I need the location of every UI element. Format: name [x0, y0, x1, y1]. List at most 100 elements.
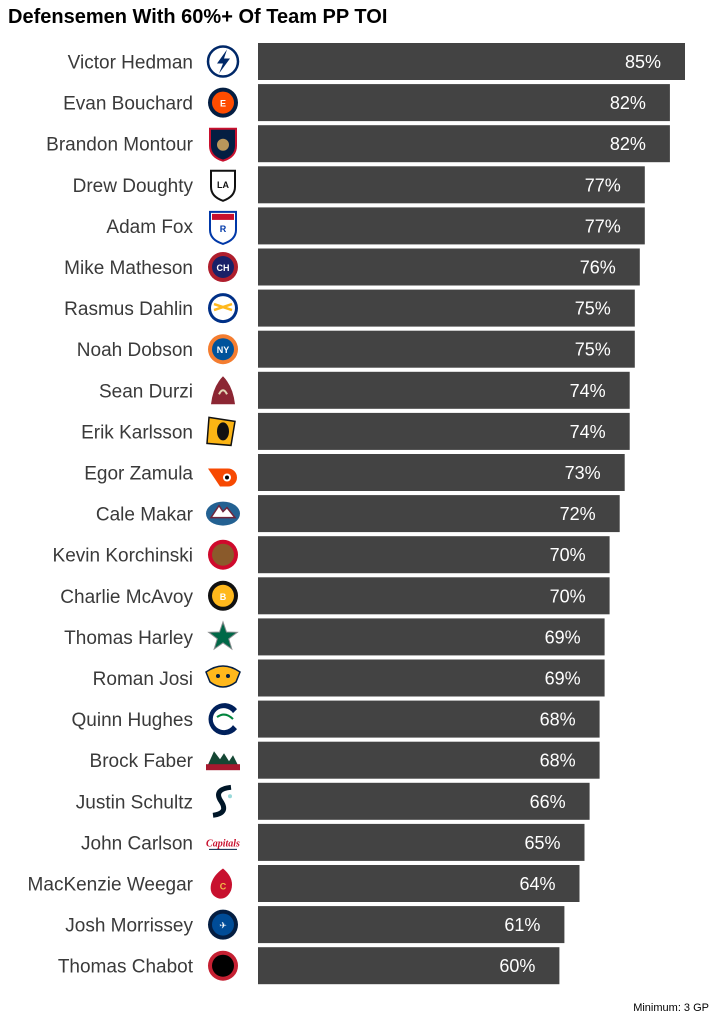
coyotes-logo-icon [211, 376, 235, 405]
bar [258, 782, 590, 820]
stars-logo-icon [207, 620, 239, 651]
player-name-label: Noah Dobson [77, 340, 193, 361]
bar [258, 700, 600, 738]
player-name-label: Mike Matheson [64, 258, 193, 279]
bar [258, 906, 565, 944]
player-name-label: Rasmus Dahlin [64, 299, 193, 320]
player-name-label: Kevin Korchinski [53, 546, 193, 567]
bar [258, 495, 620, 533]
bar-value-label: 82% [610, 134, 646, 154]
bar [258, 618, 605, 656]
bar [258, 248, 640, 286]
bar-value-label: 75% [575, 340, 611, 360]
bar-chart: Victor Hedman 85% Evan Bouchard E 82% Brandon… [28, 43, 685, 985]
kings-logo-icon: LA [210, 169, 236, 202]
bar [258, 289, 635, 327]
canucks-logo-icon [208, 703, 237, 736]
islanders-logo-icon: NY [208, 334, 238, 365]
blackhawks-logo-icon [208, 539, 238, 570]
flames-logo-icon: C [210, 868, 232, 899]
kraken-logo-icon [212, 784, 232, 818]
player-name-label: Roman Josi [93, 669, 193, 690]
oilers-logo-icon: E [208, 87, 238, 118]
bar [258, 823, 585, 861]
player-name-label: Thomas Chabot [58, 957, 194, 978]
bar [258, 577, 610, 615]
player-name-label: Sean Durzi [99, 381, 193, 402]
svg-text:E: E [220, 99, 226, 109]
player-name-label: John Carlson [81, 833, 193, 854]
bar [258, 865, 580, 902]
bar-value-label: 74% [570, 422, 606, 442]
player-name-label: Evan Bouchard [63, 94, 193, 115]
svg-text:✈: ✈ [219, 921, 227, 931]
player-name-label: Brock Faber [90, 751, 194, 772]
player-name-label: Justin Schultz [76, 792, 193, 813]
bar-value-label: 73% [565, 463, 601, 483]
player-name-label: Erik Karlsson [81, 422, 193, 443]
svg-text:R: R [220, 224, 227, 234]
bar [258, 454, 625, 491]
player-name-label: Drew Doughty [73, 176, 194, 197]
bar-value-label: 70% [550, 545, 586, 565]
bar-value-label: 68% [540, 710, 576, 730]
svg-text:B: B [220, 592, 227, 602]
bruins-logo-icon: B [208, 580, 238, 611]
player-name-label: Thomas Harley [64, 628, 193, 649]
bar-value-label: 69% [545, 669, 581, 689]
bar-value-label: 85% [625, 52, 661, 72]
player-name-label: Charlie McAvoy [60, 587, 193, 608]
flyers-logo-icon [208, 468, 237, 487]
canadiens-logo-icon: CH [208, 252, 238, 282]
player-name-label: Josh Morrissey [65, 916, 193, 937]
bar-value-label: 74% [570, 381, 606, 401]
bar [258, 371, 630, 409]
player-name-label: Cale Makar [96, 505, 194, 526]
footnote: Minimum: 3 GP [633, 1002, 709, 1014]
senators-logo-icon [208, 950, 238, 981]
bar-value-label: 65% [524, 833, 560, 853]
bar [258, 412, 630, 450]
bar-value-label: 77% [585, 216, 621, 236]
svg-text:LA: LA [217, 180, 229, 190]
player-name-label: Adam Fox [106, 217, 193, 238]
bar-value-label: 70% [550, 586, 586, 606]
sabres-logo-icon [208, 293, 238, 324]
svg-text:C: C [220, 882, 227, 892]
player-name-label: Victor Hedman [68, 53, 193, 74]
player-name-label: Quinn Hughes [72, 710, 193, 731]
chart-title: Defensemen With 60%+ Of Team PP TOI [8, 6, 388, 28]
penguins-logo-icon [206, 416, 236, 447]
player-name-label: MacKenzie Weegar [28, 875, 194, 896]
svg-text:CH: CH [217, 263, 230, 273]
bar-value-label: 68% [540, 751, 576, 771]
player-name-label: Egor Zamula [84, 464, 193, 485]
bar-value-label: 64% [519, 874, 555, 894]
capitals-logo-icon: Capitals [206, 838, 240, 850]
bar-value-label: 66% [530, 792, 566, 812]
bar [258, 536, 610, 574]
rangers-logo-icon: R [209, 210, 237, 245]
bar [258, 659, 605, 697]
jets-logo-icon: ✈ [208, 909, 238, 940]
bar-value-label: 77% [585, 175, 621, 195]
bar-value-label: 82% [610, 93, 646, 113]
svg-text:Capitals: Capitals [206, 838, 240, 849]
predators-logo-icon [205, 665, 241, 688]
wild-logo-icon [206, 751, 240, 771]
bar-value-label: 69% [545, 627, 581, 647]
bar [258, 330, 635, 368]
bar-value-label: 72% [560, 504, 596, 524]
bar-value-label: 61% [504, 915, 540, 935]
bar [258, 84, 670, 122]
bar [258, 741, 600, 779]
svg-text:NY: NY [217, 345, 230, 355]
lightning-logo-icon [206, 45, 240, 78]
bar [258, 207, 645, 245]
bar [258, 947, 560, 985]
player-name-label: Brandon Montour [46, 135, 193, 156]
bar-value-label: 75% [575, 299, 611, 319]
bar-value-label: 76% [580, 258, 616, 278]
bar [258, 125, 670, 163]
bar [258, 166, 645, 204]
